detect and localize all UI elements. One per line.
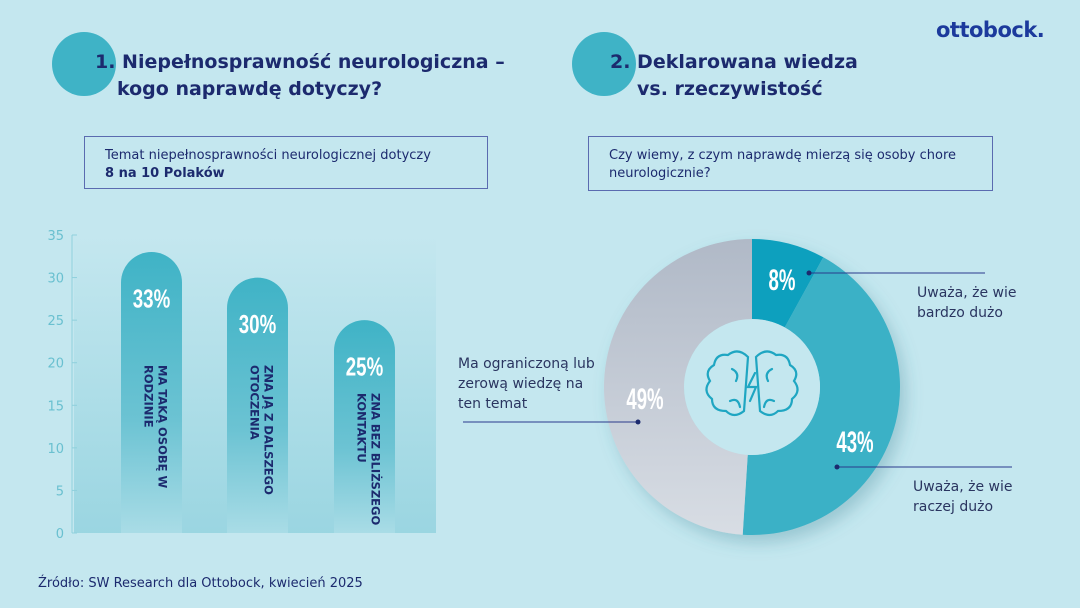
section2-circle-decoration: [572, 32, 636, 96]
brain-icon-stroke: [762, 398, 776, 409]
y-tick-label: 5: [56, 484, 64, 499]
section2-title: 2. Deklarowana wiedza vs. rzeczywistość: [610, 49, 858, 103]
section1-title-line1: 1. Niepełnosprawność neurologiczna –: [95, 51, 505, 73]
bar-value-label: 33%: [133, 283, 170, 313]
label-ograniczona-wiedza: Ma ograniczoną lub zerową wiedzę na ten …: [458, 354, 595, 414]
bar-category-label: RODZINIE: [142, 365, 156, 428]
bar: [334, 320, 395, 533]
bar-value-label: 30%: [239, 309, 276, 339]
y-tick-label: 0: [56, 527, 64, 542]
section2-box-line1: Czy wiemy, z czym naprawdę mierzą się os…: [609, 148, 957, 163]
source-note: Źródło: SW Research dla Ottobock, kwieci…: [38, 576, 363, 591]
slice-value-label: 43%: [836, 426, 873, 460]
brain-icon-stroke: [730, 367, 739, 383]
bar-category-label: ZNA BEZ BLIŻSZEGO: [369, 393, 384, 525]
label-raczej-duzo: Uważa, że wie raczej dużo: [913, 477, 1012, 517]
section2-title-line2: vs. rzeczywistość: [637, 78, 823, 100]
label-line: Ma ograniczoną lub: [458, 356, 595, 372]
section1-info-box: Temat niepełnosprawności neurologicznej …: [84, 136, 488, 189]
leader-dot: [635, 419, 641, 425]
y-tick-label: 30: [47, 272, 64, 287]
slice-value-label: 8%: [769, 264, 796, 298]
y-tick-label: 20: [47, 357, 64, 372]
section1-title: 1. Niepełnosprawność neurologiczna – kog…: [95, 49, 505, 103]
section1-circle-decoration: [52, 32, 116, 96]
donut-slice: [742, 257, 901, 535]
label-line: ten temat: [458, 396, 528, 412]
ottobock-logo: ottobock.: [936, 18, 1045, 42]
label-line: zerową wiedzę na: [458, 376, 584, 392]
donut-slice: [752, 239, 824, 328]
brain-lightning-icon: [705, 350, 799, 417]
label-line: raczej dużo: [913, 499, 994, 515]
bar-category-label: ZNA JĄ Z DALSZEGO: [262, 365, 276, 495]
leader-dot: [834, 464, 840, 470]
label-line: bardzo dużo: [917, 305, 1003, 321]
y-tick-label: 10: [47, 442, 64, 457]
bar-value-label: 25%: [346, 352, 383, 382]
donut-chart: 8% 43% 49%: [463, 239, 1012, 535]
leader-dot: [806, 270, 812, 276]
label-line: Uważa, że wie: [917, 285, 1017, 301]
section1-box-line2: 8 na 10 Polaków: [105, 166, 225, 181]
bar-category-label: KONTAKTU: [355, 393, 369, 463]
section2-title-line1: 2. Deklarowana wiedza: [610, 51, 858, 73]
y-tick-label: 25: [47, 314, 64, 329]
label-bardzo-duzo: Uważa, że wie bardzo dużo: [917, 283, 1016, 323]
bar-category-label: MA TAKĄ OSOBĘ W: [156, 365, 170, 488]
section1-box-line1: Temat niepełnosprawności neurologicznej …: [105, 148, 431, 163]
brain-icon-stroke: [705, 350, 750, 417]
brain-icon-stroke: [765, 367, 774, 383]
brain-icon-stroke: [728, 398, 742, 409]
bar: [227, 277, 288, 533]
bar: [121, 252, 182, 533]
section1-title-line2: kogo naprawdę dotyczy?: [117, 78, 383, 100]
donut-group: [604, 239, 901, 535]
section2-box-line2: neurologicznie?: [609, 166, 711, 181]
y-tick-label: 15: [47, 399, 64, 414]
bar-category-label: OTOCZENIA: [248, 365, 262, 440]
slice-value-label: 49%: [626, 383, 663, 417]
donut-slice: [604, 239, 752, 535]
y-tick-label: 35: [47, 229, 64, 244]
brain-icon-stroke: [754, 350, 799, 417]
bar-chart: 0 5 10 15 20 25 30 35 33% MA TAKĄ OSOBĘ WRODZINIE…: [47, 229, 436, 542]
brain-icon-stroke: [746, 371, 758, 403]
label-line: Uważa, że wie: [913, 479, 1013, 495]
section2-info-box: Czy wiemy, z czym naprawdę mierzą się os…: [588, 136, 993, 191]
